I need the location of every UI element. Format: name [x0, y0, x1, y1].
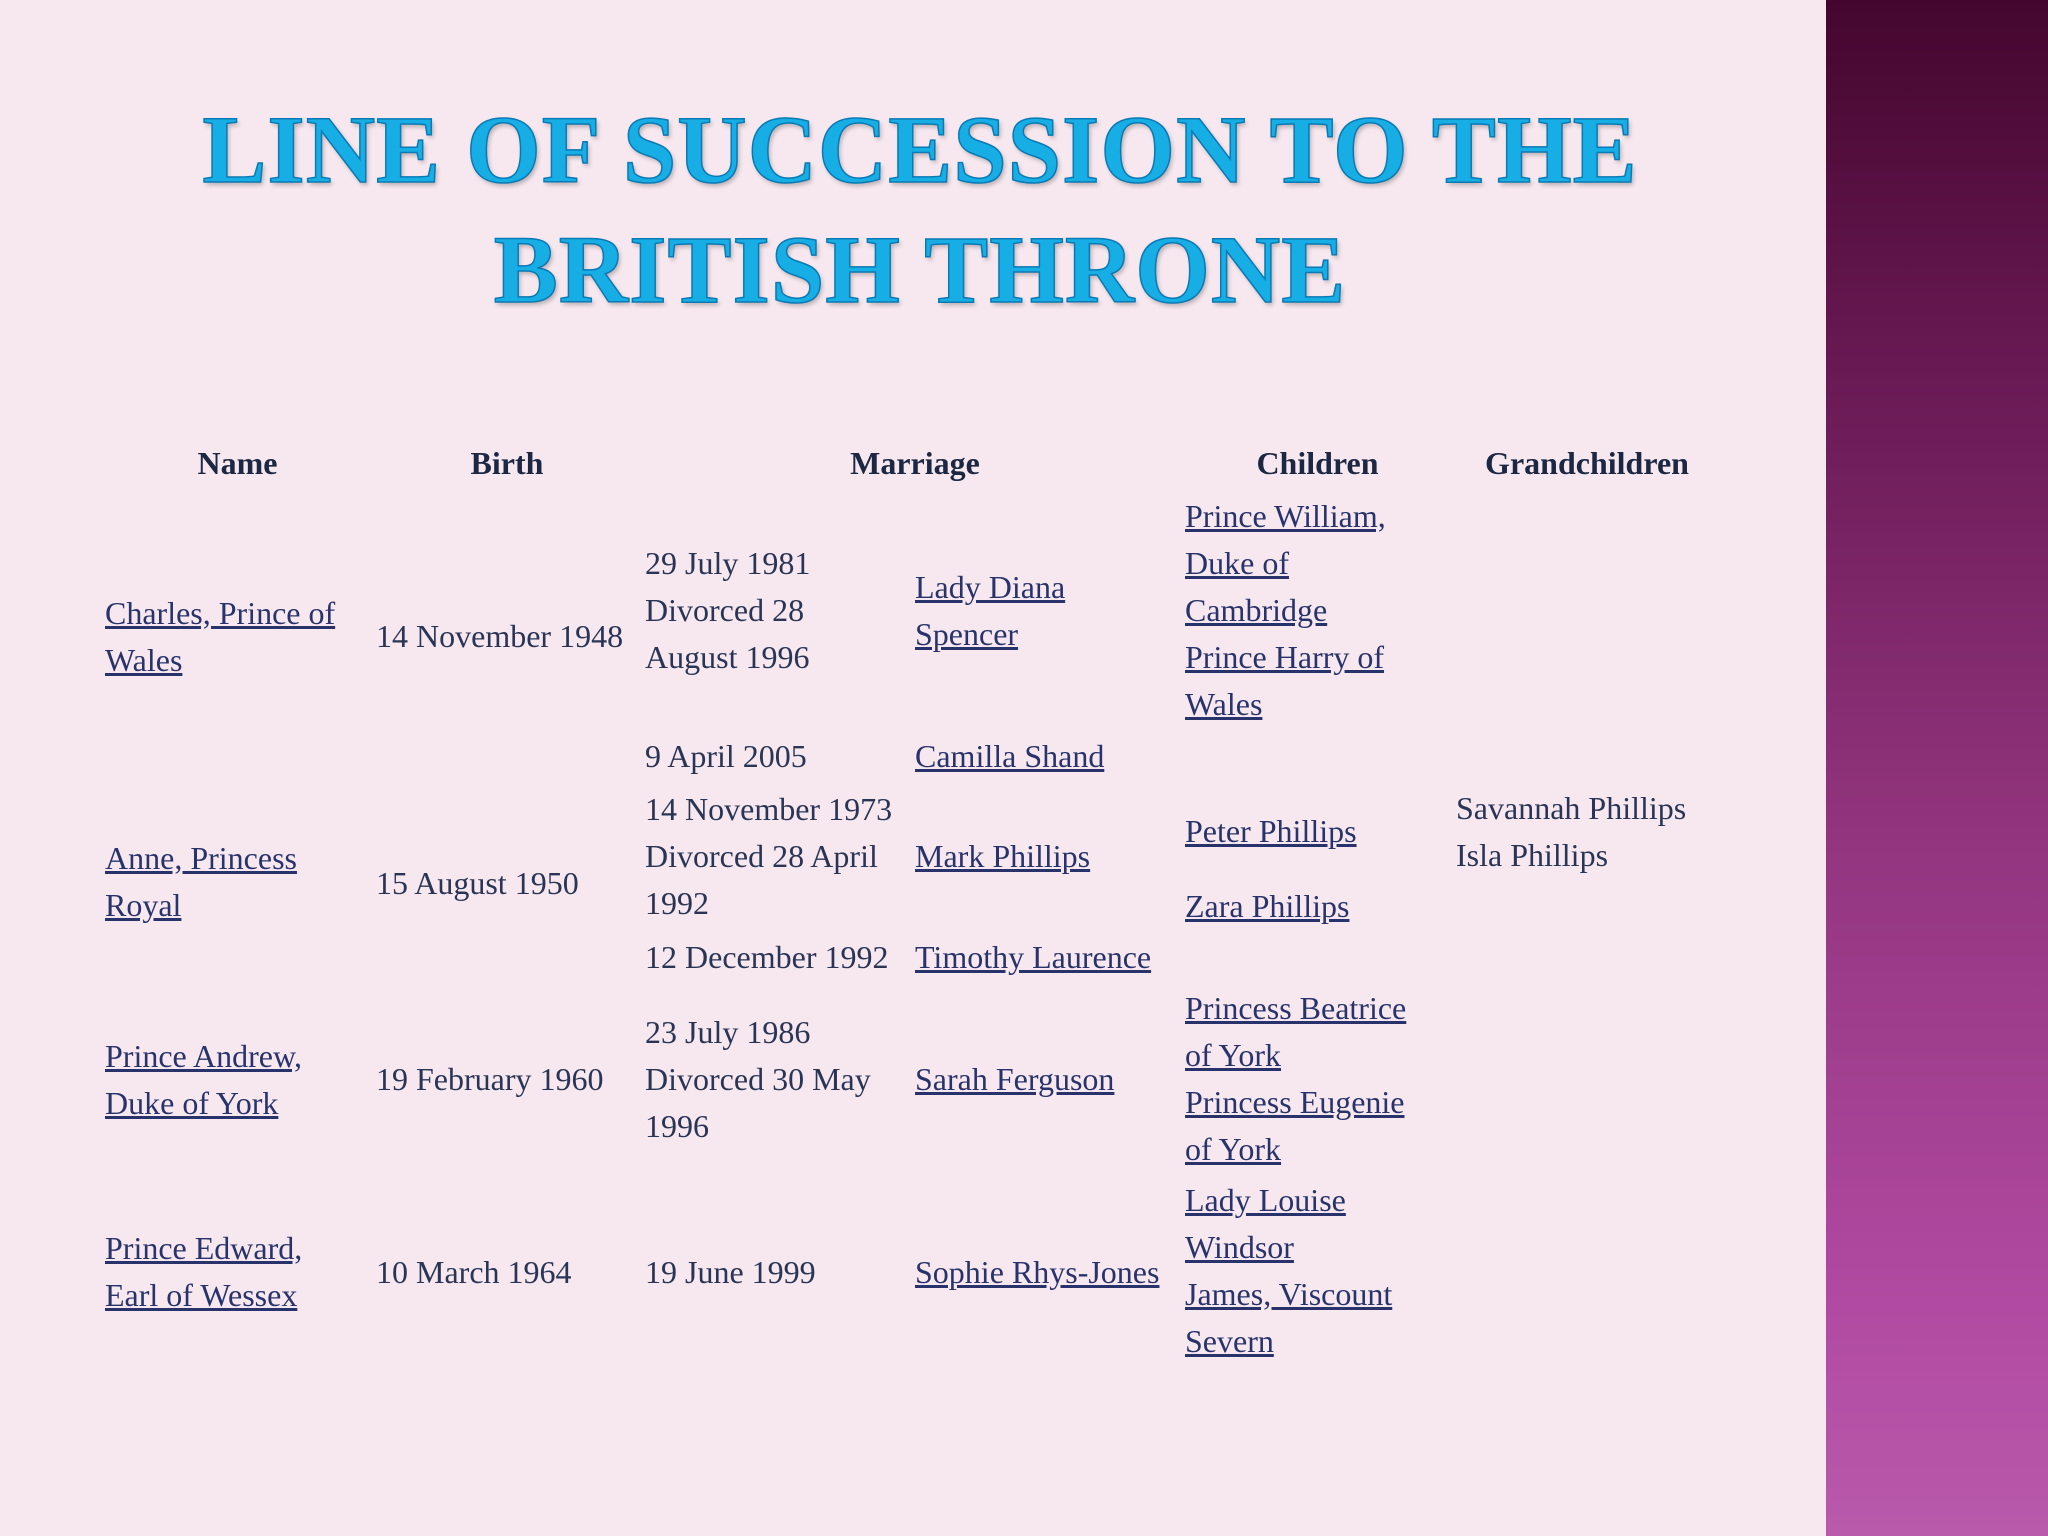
name-link-edward[interactable]: Prince Edward, Earl of Wessex: [105, 1230, 303, 1313]
grandchild-savannah: Savannah Phillips: [1456, 790, 1687, 826]
slide-title: LINE OF SUCCESSION TO THE BRITISH THRONE: [120, 90, 1720, 330]
decorative-side-band: [1826, 0, 2048, 1536]
child-link-william[interactable]: Prince William, Duke of Cambridge: [1185, 498, 1386, 628]
child-link-eugenie[interactable]: Princess Eugenie of York: [1185, 1084, 1405, 1167]
marriage-date-charles-1: 29 July 1981 Divorced 28 August 1996: [645, 545, 811, 675]
marriage-date-andrew: 23 July 1986 Divorced 30 May 1996: [645, 1014, 871, 1144]
birth-edward: 10 March 1964: [376, 1254, 572, 1290]
spouse-link-timothy-laurence[interactable]: Timothy Laurence: [915, 939, 1152, 975]
child-link-peter-phillips[interactable]: Peter Phillips: [1185, 813, 1357, 849]
header-grandchildren: Grandchildren: [1485, 445, 1689, 481]
birth-anne: 15 August 1950: [376, 865, 579, 901]
spouse-link-sophie[interactable]: Sophie Rhys-Jones: [915, 1254, 1160, 1290]
marriage-date-anne-2: 12 December 1992: [645, 939, 889, 975]
grandchild-isla: Isla Phillips: [1456, 837, 1609, 873]
header-children: Children: [1256, 445, 1379, 481]
name-link-anne[interactable]: Anne, Princess Royal: [105, 840, 297, 923]
marriage-date-charles-2: 9 April 2005: [645, 738, 807, 774]
header-name: Name: [197, 445, 278, 481]
birth-charles: 14 November 1948: [376, 618, 624, 654]
spouse-link-diana[interactable]: Lady Diana Spencer: [915, 569, 1066, 652]
child-link-harry[interactable]: Prince Harry of Wales: [1185, 639, 1385, 722]
child-link-james[interactable]: James, Viscount Severn: [1185, 1276, 1393, 1359]
slide-background: [0, 0, 1826, 1536]
name-link-andrew[interactable]: Prince Andrew, Duke of York: [105, 1038, 302, 1121]
name-link-charles[interactable]: Charles, Prince of Wales: [105, 595, 336, 678]
spouse-link-camilla[interactable]: Camilla Shand: [915, 738, 1105, 774]
birth-andrew: 19 February 1960: [376, 1061, 604, 1097]
spouse-link-sarah-ferguson[interactable]: Sarah Ferguson: [915, 1061, 1115, 1097]
child-link-beatrice[interactable]: Princess Beatrice of York: [1185, 990, 1407, 1073]
title-line-1: LINE OF SUCCESSION TO THE: [202, 95, 1638, 204]
marriage-date-edward: 19 June 1999: [645, 1254, 816, 1290]
title-line-2: BRITISH THRONE: [493, 215, 1347, 324]
header-birth: Birth: [470, 445, 544, 481]
spouse-link-mark-phillips[interactable]: Mark Phillips: [915, 838, 1091, 874]
child-link-zara-phillips[interactable]: Zara Phillips: [1185, 888, 1350, 924]
header-marriage: Marriage: [850, 445, 980, 481]
child-link-louise[interactable]: Lady Louise Windsor: [1185, 1182, 1346, 1265]
marriage-date-anne-1: 14 November 1973 Divorced 28 April 1992: [645, 791, 893, 921]
